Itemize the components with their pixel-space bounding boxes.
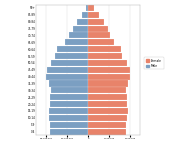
Bar bbox=[88, 46, 121, 52]
Bar bbox=[47, 67, 88, 73]
Bar bbox=[50, 94, 88, 100]
Bar bbox=[88, 129, 126, 135]
Bar bbox=[88, 60, 127, 66]
Bar bbox=[82, 12, 88, 18]
Bar bbox=[88, 32, 110, 38]
Bar bbox=[77, 19, 88, 25]
Bar bbox=[88, 67, 130, 73]
Bar bbox=[49, 108, 88, 114]
Bar bbox=[88, 80, 128, 87]
Bar bbox=[50, 122, 88, 128]
Bar bbox=[88, 94, 127, 100]
Bar bbox=[65, 39, 88, 45]
Bar bbox=[51, 60, 88, 66]
Bar bbox=[88, 115, 127, 121]
Bar bbox=[88, 101, 127, 107]
Bar bbox=[88, 122, 126, 128]
Bar bbox=[88, 87, 126, 93]
Bar bbox=[88, 39, 114, 45]
Bar bbox=[57, 46, 88, 52]
Legend: Female, Male: Female, Male bbox=[144, 57, 164, 69]
Bar bbox=[73, 26, 88, 32]
Bar bbox=[49, 115, 88, 121]
Bar bbox=[55, 53, 88, 59]
Bar bbox=[51, 87, 88, 93]
Bar bbox=[88, 19, 104, 25]
Bar bbox=[50, 101, 88, 107]
Bar bbox=[88, 108, 128, 114]
Bar bbox=[88, 74, 130, 80]
Bar bbox=[88, 53, 122, 59]
Bar bbox=[49, 80, 88, 87]
Bar bbox=[50, 129, 88, 135]
Bar bbox=[88, 5, 94, 11]
Bar bbox=[46, 74, 88, 80]
Bar bbox=[69, 32, 88, 38]
Bar bbox=[88, 12, 99, 18]
Bar bbox=[86, 5, 88, 11]
Bar bbox=[88, 26, 108, 32]
